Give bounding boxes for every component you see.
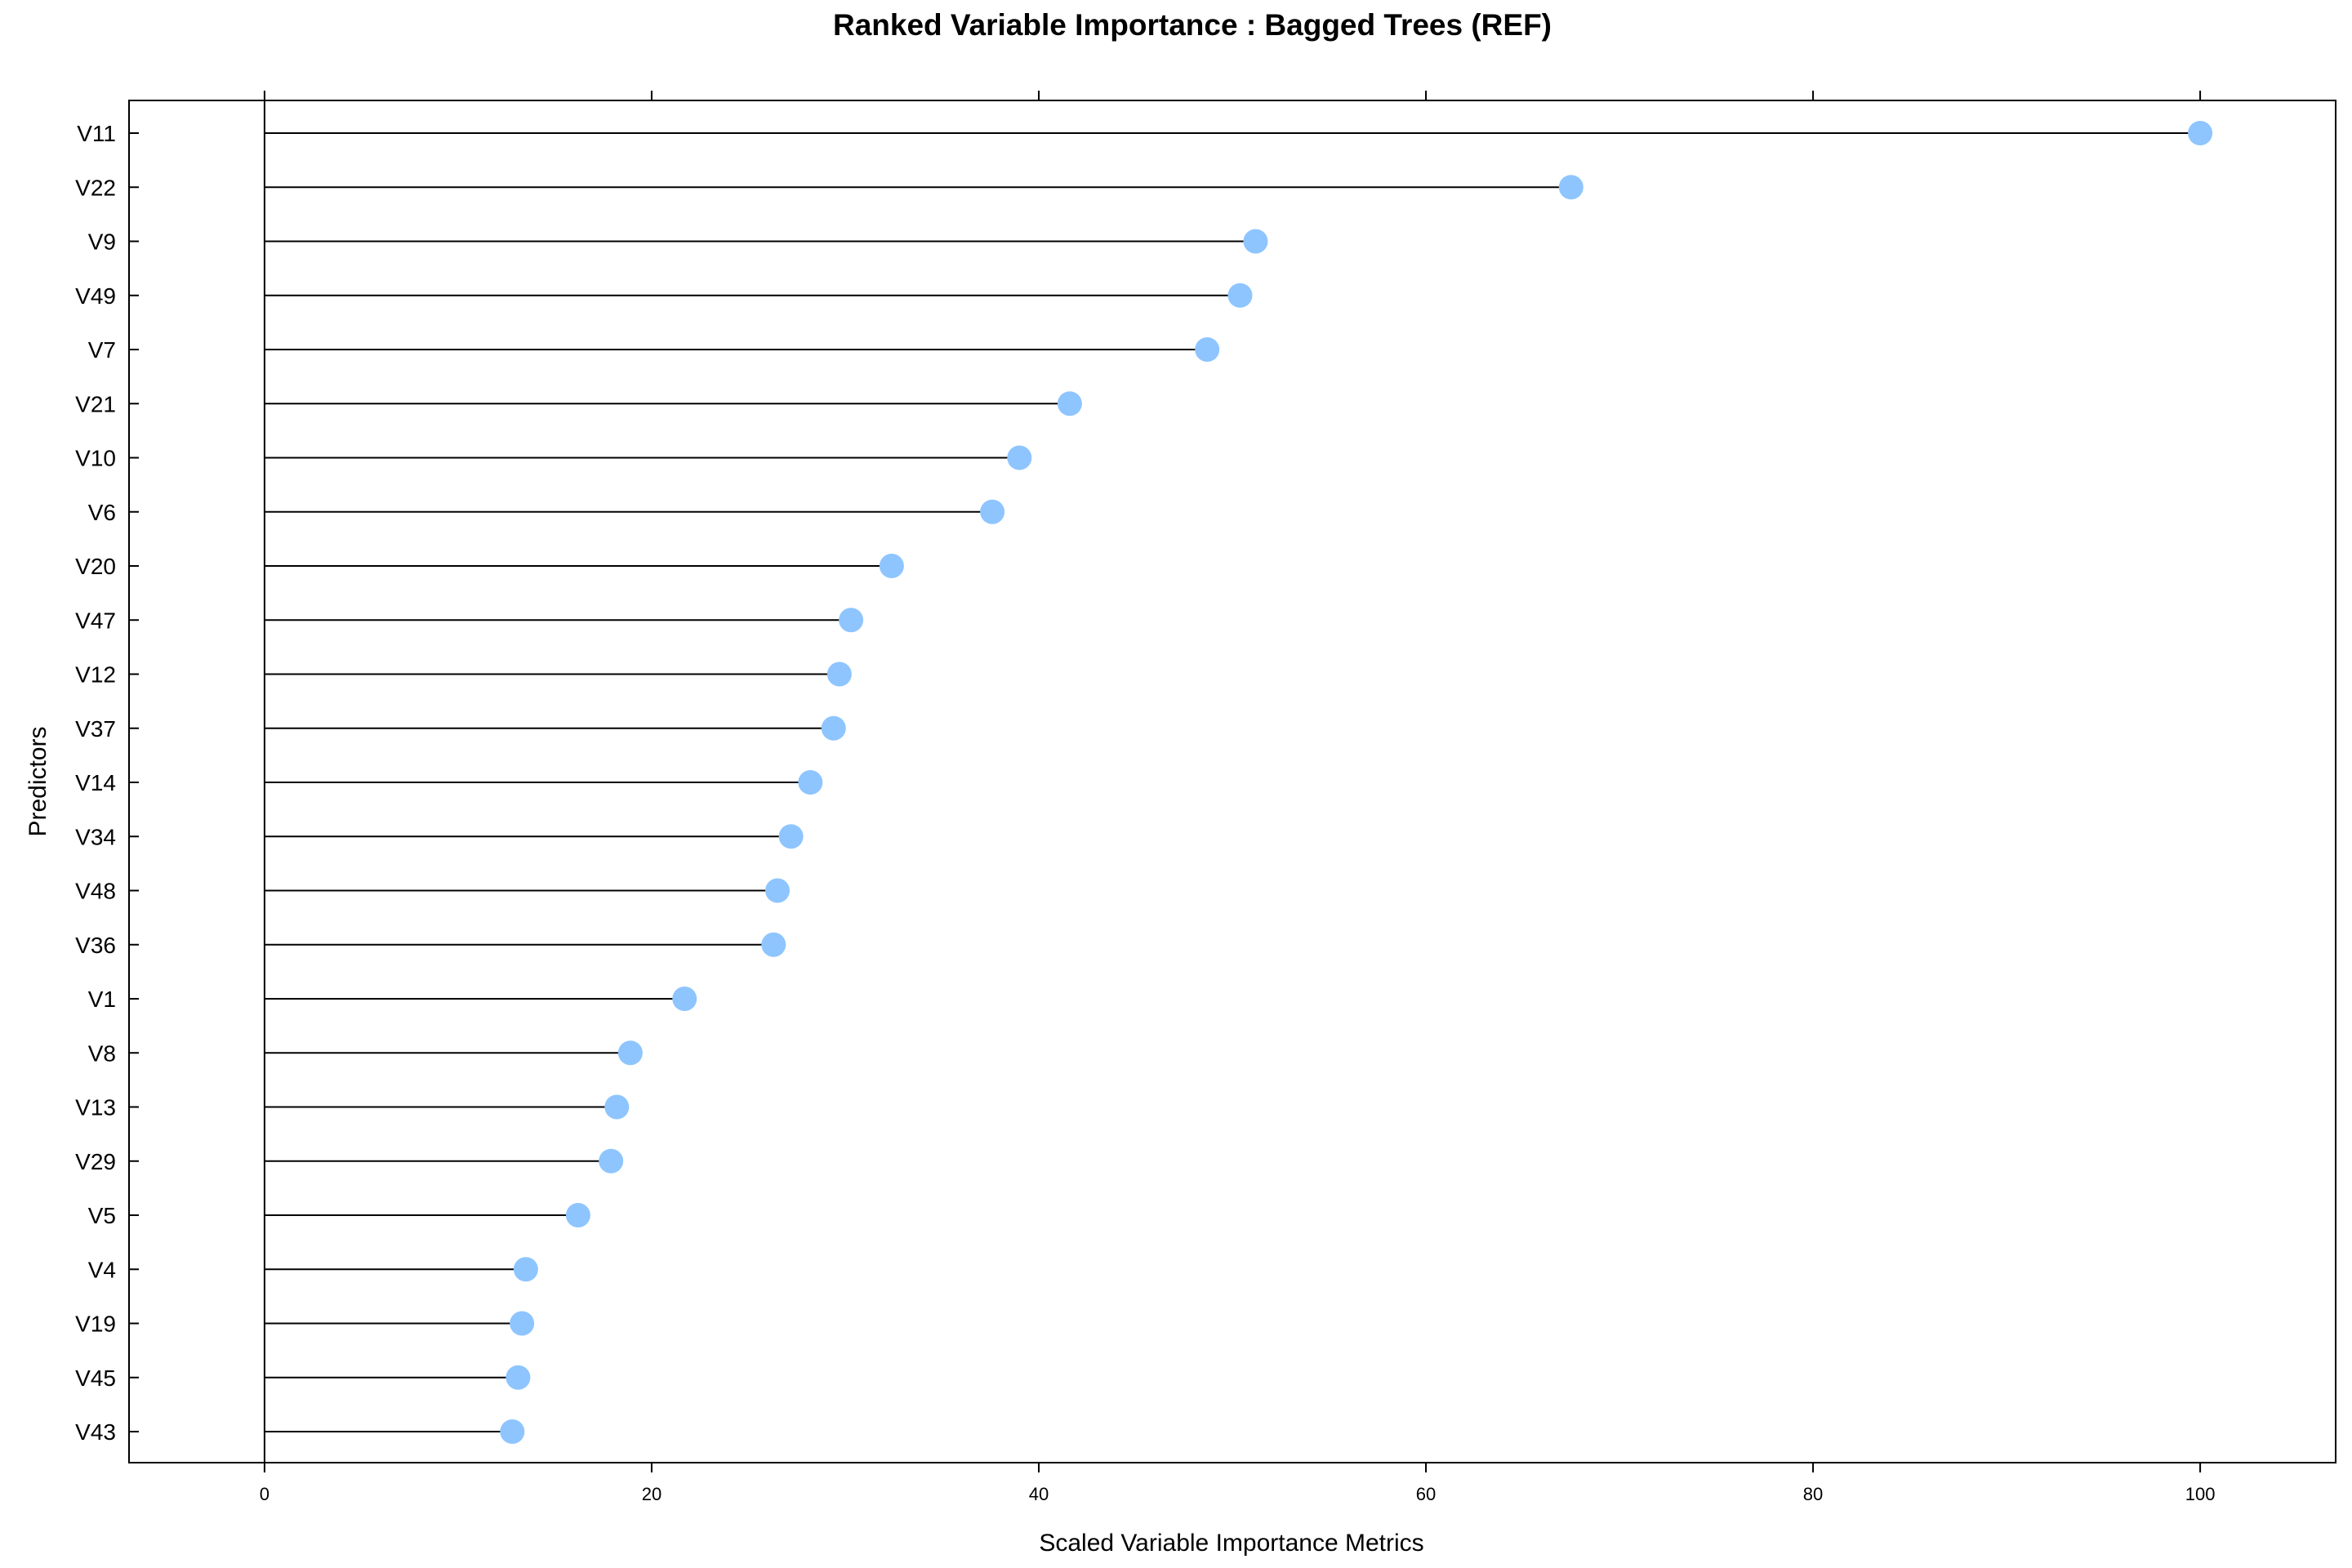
y-tick-label: V34 <box>75 824 116 849</box>
point-V5 <box>565 1203 590 1227</box>
x-tick-label: 80 <box>1803 1484 1823 1504</box>
x-tick-label: 0 <box>260 1484 270 1504</box>
y-tick-label: V5 <box>88 1203 116 1228</box>
chart-title: Ranked Variable Importance : Bagged Tree… <box>833 8 1552 42</box>
x-tick-label: 40 <box>1029 1484 1049 1504</box>
y-tick-label: V13 <box>75 1095 116 1120</box>
y-tick-label: V49 <box>75 283 116 309</box>
point-V47 <box>839 608 864 633</box>
y-axis: V11 V22 V9 V49 V7 V21 V10 V6 V20 V47 V12 V37 V14 V34 V… <box>75 121 139 1445</box>
x-tick-label: 100 <box>2185 1484 2216 1504</box>
point-V21 <box>1057 391 1082 416</box>
point-V49 <box>1227 283 1253 308</box>
y-tick-label: V12 <box>75 662 116 688</box>
point-V6 <box>980 499 1005 524</box>
point-V4 <box>513 1257 538 1282</box>
point-V11 <box>2188 121 2213 145</box>
point-V8 <box>617 1040 643 1066</box>
point-V34 <box>778 824 804 849</box>
y-tick-label: V48 <box>75 879 116 904</box>
y-tick-label: V29 <box>75 1149 116 1174</box>
stems <box>264 132 2201 1432</box>
point-V48 <box>765 878 791 903</box>
y-tick-label: V36 <box>75 933 116 958</box>
point-V12 <box>826 662 852 687</box>
y-tick-label: V1 <box>88 987 116 1012</box>
y-tick-label: V19 <box>75 1312 116 1337</box>
point-V19 <box>510 1311 535 1336</box>
y-tick-label: V6 <box>88 500 116 525</box>
y-tick-label: V20 <box>75 554 116 579</box>
x-tick-label: 20 <box>642 1484 662 1504</box>
point-V14 <box>798 770 823 795</box>
points <box>500 121 2213 1444</box>
y-tick-label: V4 <box>88 1257 116 1282</box>
x-tick-label: 60 <box>1416 1484 1436 1504</box>
point-V36 <box>761 932 786 957</box>
x-axis-label: Scaled Variable Importance Metrics <box>1039 1530 1423 1557</box>
y-tick-label: V9 <box>88 229 116 255</box>
y-tick-label: V37 <box>75 716 116 742</box>
y-tick-label: V8 <box>88 1040 116 1066</box>
point-V1 <box>672 987 697 1011</box>
y-axis-label: Predictors <box>24 726 51 836</box>
y-tick-label: V21 <box>75 391 116 416</box>
point-V20 <box>879 554 904 578</box>
y-tick-label: V22 <box>75 175 116 200</box>
point-V13 <box>604 1094 630 1120</box>
x-axis: 0 20 40 60 80 100 <box>260 91 2216 1504</box>
y-tick-label: V7 <box>88 337 116 363</box>
point-V37 <box>821 715 846 741</box>
y-tick-label: V10 <box>75 446 116 471</box>
point-V43 <box>500 1419 525 1444</box>
point-V7 <box>1195 337 1220 362</box>
point-V22 <box>1558 175 1584 200</box>
point-V10 <box>1007 445 1032 470</box>
y-tick-label: V45 <box>75 1365 116 1391</box>
y-tick-label: V47 <box>75 608 116 633</box>
y-tick-label: V14 <box>75 770 116 795</box>
point-V45 <box>506 1365 531 1390</box>
y-tick-label: V43 <box>75 1419 116 1445</box>
point-V29 <box>599 1148 624 1174</box>
y-tick-label: V11 <box>77 121 116 146</box>
point-V9 <box>1243 229 1268 254</box>
